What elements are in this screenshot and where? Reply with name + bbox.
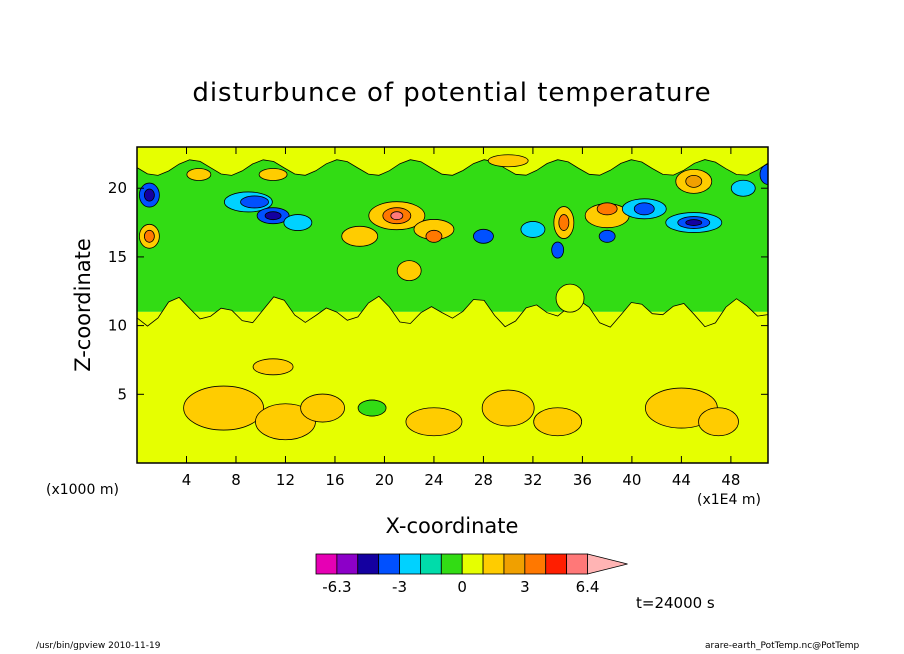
x-tick-label: 48: [721, 471, 740, 489]
orange-patch: [481, 389, 535, 427]
colorbar-swatch: [420, 553, 442, 575]
orange-patch: [533, 407, 583, 437]
x-tick-label: 28: [474, 471, 493, 489]
colorbar-swatch: [336, 553, 359, 575]
x-unit-left: (x1000 m): [46, 482, 119, 498]
orange-patch: [186, 168, 212, 181]
pink-patch: [390, 211, 404, 221]
colorbar-swatch: [440, 553, 463, 575]
colorbar-swatch: [378, 553, 400, 575]
orange-patch: [698, 407, 739, 437]
x-tick-label: 32: [523, 471, 542, 489]
blue-patch: [473, 228, 494, 244]
footer-left: /usr/bin/gpview 2010-11-19: [36, 641, 161, 651]
x-tick-label: 44: [672, 471, 691, 489]
chart-title: disturbunce of potential temperature: [192, 78, 712, 108]
colorbar-swatch: [545, 553, 568, 575]
blue-patch: [633, 202, 655, 216]
red-patch: [558, 214, 570, 231]
navy-patch: [685, 219, 703, 226]
blue-patch: [759, 164, 768, 185]
orange-patch: [252, 358, 294, 376]
upper-yellow-band: [137, 147, 768, 176]
y-ticks: 5 10 15 20: [108, 179, 768, 403]
orange-patch: [300, 393, 345, 423]
yellow-patch: [555, 283, 585, 313]
x-tick-label: 8: [231, 471, 241, 489]
blue-patch: [598, 229, 616, 243]
x-axis-label: X-coordinate: [385, 514, 519, 538]
timestamp-annotation: t=24000 s: [636, 594, 715, 612]
colorbar-label: 0: [457, 578, 467, 596]
y-tick-label: 20: [108, 179, 127, 197]
red-patch: [143, 229, 155, 243]
colorbar-arrow: [587, 553, 628, 575]
colorbar-swatch: [461, 553, 484, 575]
x-tick-label: 12: [276, 471, 295, 489]
red-patch: [596, 202, 618, 216]
contour-features: [137, 147, 768, 463]
orange-patch: [255, 403, 316, 441]
cyan-patch: [520, 221, 546, 238]
colorbar-swatch: [503, 553, 526, 575]
orange-patch: [183, 385, 265, 431]
green-patch: [357, 399, 387, 417]
colorbar-swatch: [399, 553, 421, 575]
cyan-patch: [283, 214, 313, 231]
cyan-patch: [730, 179, 756, 197]
colorbar: -6.3 -3 0 3 6.4: [315, 553, 628, 596]
blue-patch: [240, 195, 269, 209]
orange-patch: [487, 154, 529, 168]
footer-right: arare-earth_PotTemp.nc@PotTemp: [705, 641, 860, 651]
navy-patch: [143, 188, 155, 202]
x-tick-label: 40: [622, 471, 641, 489]
colorbar-swatch: [524, 553, 547, 575]
colorbar-swatch: [482, 553, 505, 575]
navy-patch: [264, 211, 282, 221]
colorbar-label: 6.4: [576, 578, 600, 596]
x-unit-right: (x1E4 m): [697, 492, 761, 508]
plot-frame: [136, 146, 769, 464]
colorbar-label: -6.3: [322, 578, 351, 596]
colorbar-label: 3: [520, 578, 530, 596]
y-tick-label: 10: [108, 317, 127, 335]
x-tick-label: 20: [375, 471, 394, 489]
x-tick-label: 24: [424, 471, 443, 489]
orange-patch: [258, 168, 288, 181]
y-tick-label: 5: [117, 385, 127, 403]
x-tick-label: 4: [182, 471, 192, 489]
orange-core: [685, 174, 703, 188]
red-patch: [425, 229, 443, 243]
colorbar-swatch: [357, 553, 380, 575]
colorbar-swatch: [566, 553, 588, 575]
orange-patch: [405, 407, 463, 437]
blue-patch: [551, 241, 565, 259]
orange-patch: [341, 225, 379, 247]
x-tick-label: 16: [325, 471, 344, 489]
x-tick-label: 36: [573, 471, 592, 489]
lower-yellow-region: [137, 295, 768, 463]
y-tick-label: 15: [108, 248, 127, 266]
orange-patch: [396, 260, 422, 282]
x-ticks: 4 8 12 16 20 24 28 32 36 40 44 48: [182, 147, 740, 489]
colorbar-swatch: [315, 553, 338, 575]
colorbar-label: -3: [392, 578, 407, 596]
